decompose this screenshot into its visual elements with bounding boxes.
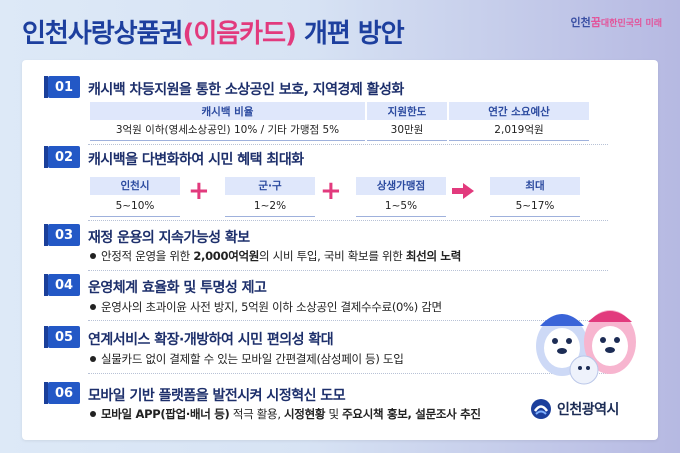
bullet-dot-icon: [90, 355, 96, 362]
plus-icon: +: [320, 176, 342, 206]
box-label: 상생가맹점: [356, 177, 446, 195]
bullet-dot-icon: [90, 410, 96, 417]
divider: [88, 320, 608, 321]
divider: [88, 144, 608, 145]
bullet-bold: 모바일 APP(팝업·배너 등): [101, 407, 230, 421]
table-cell: 3억원 이하(영세소상공인) 10% / 기타 가맹점 5%: [90, 120, 367, 141]
seal-mascot-icon: [536, 310, 636, 385]
bullet-text: 운영사의 초과이윤 사전 방지, 5억원 이하 소상공인 결제수수료(0%) 감…: [101, 300, 442, 314]
bullet-04: 운영사의 초과이윤 사전 방지, 5억원 이하 소상공인 결제수수료(0%) 감…: [90, 299, 442, 315]
table-header: 연간 소요예산: [448, 102, 591, 120]
bullet-bold: 2,000여억원: [193, 249, 260, 263]
table-cell: 30만원: [366, 120, 449, 141]
cashback-box-max: 최대 5~17%: [490, 177, 580, 217]
box-value: 5~10%: [90, 195, 180, 217]
section-number-01: 01: [44, 76, 80, 98]
section-title-02: 캐시백을 다변화하여 시민 혜택 최대화: [88, 152, 304, 168]
title-highlight: (이음카드): [182, 19, 296, 49]
incheon-slogan-logo: 인천꿈대한민국의 미래: [571, 14, 662, 30]
plus-icon: +: [188, 176, 210, 206]
divider: [88, 373, 608, 374]
section-title-05: 연계서비스 확장·개방하여 시민 편의성 확대: [88, 332, 334, 348]
cashback-box-gugun: 군·구 1~2%: [225, 177, 315, 217]
arrow-right-icon: [452, 183, 474, 199]
city-logo-text: 인천광역시: [557, 402, 619, 418]
title-tail: 개편 방안: [303, 19, 405, 49]
bullet-bold: 시정현황: [284, 407, 326, 421]
cashback-box-incheon: 인천시 5~10%: [90, 177, 180, 217]
slogan-suffix: 대한민국의 미래: [600, 19, 662, 29]
incheon-city-logo: 인천광역시: [530, 398, 619, 420]
section-title-04: 운영체계 효율화 및 투명성 제고: [88, 280, 267, 296]
bullet-03: 안정적 운영을 위한 2,000여억원의 시비 투입, 국비 확보를 위한 최선…: [90, 248, 461, 264]
divider: [88, 270, 608, 271]
section-title-01: 캐시백 차등지원을 통한 소상공인 보호, 지역경제 활성화: [88, 82, 404, 98]
bullet-text: 의 시비 투입, 국비 확보를 위한: [259, 249, 406, 263]
box-value: 1~2%: [225, 195, 315, 217]
bullet-text: 적극 활용,: [229, 407, 285, 421]
bullet-text: 실물카드 없이 결제할 수 있는 모바일 간편결제(삼성페이 등) 도입: [101, 352, 404, 366]
bullet-dot-icon: [90, 303, 96, 310]
bullet-bold: 주요시책 홍보, 설문조사 추진: [342, 407, 481, 421]
bullet-06: 모바일 APP(팝업·배너 등) 적극 활용, 시정현황 및 주요시책 홍보, …: [90, 406, 481, 422]
cashback-box-partner: 상생가맹점 1~5%: [356, 177, 446, 217]
page-title: 인천사랑상품권(이음카드) 개편 방안: [22, 13, 405, 50]
section-number-02: 02: [44, 146, 80, 168]
city-emblem-icon: [531, 399, 551, 419]
section-number-03: 03: [44, 224, 80, 246]
cashback-table: 캐시백 비율 지원한도 연간 소요예산 3억원 이하(영세소상공인) 10% /…: [90, 102, 591, 141]
bullet-text: 및: [325, 407, 343, 421]
divider: [88, 220, 608, 221]
bullet-dot-icon: [90, 252, 96, 259]
box-label: 군·구: [225, 177, 315, 195]
bullet-text: 안정적 운영을 위한: [101, 249, 194, 263]
table-header: 지원한도: [366, 102, 449, 120]
section-title-06: 모바일 기반 플랫폼을 발전시켜 시정혁신 도모: [88, 388, 346, 404]
table-header: 캐시백 비율: [90, 102, 367, 120]
section-number-05: 05: [44, 326, 80, 348]
bullet-bold: 최선의 노력: [405, 249, 461, 263]
box-label: 최대: [490, 177, 580, 195]
box-label: 인천시: [90, 177, 180, 195]
box-value: 5~17%: [490, 195, 580, 217]
bullet-05: 실물카드 없이 결제할 수 있는 모바일 간편결제(삼성페이 등) 도입: [90, 351, 404, 367]
box-value: 1~5%: [356, 195, 446, 217]
section-number-04: 04: [44, 274, 80, 296]
slogan-prefix: 인천: [570, 16, 591, 29]
title-main: 인천사랑상품권: [22, 19, 183, 49]
section-number-06: 06: [44, 382, 80, 404]
section-title-03: 재정 운용의 지속가능성 확보: [88, 230, 250, 246]
slogan-pink: 꿈: [590, 16, 601, 29]
table-cell: 2,019억원: [448, 120, 591, 141]
